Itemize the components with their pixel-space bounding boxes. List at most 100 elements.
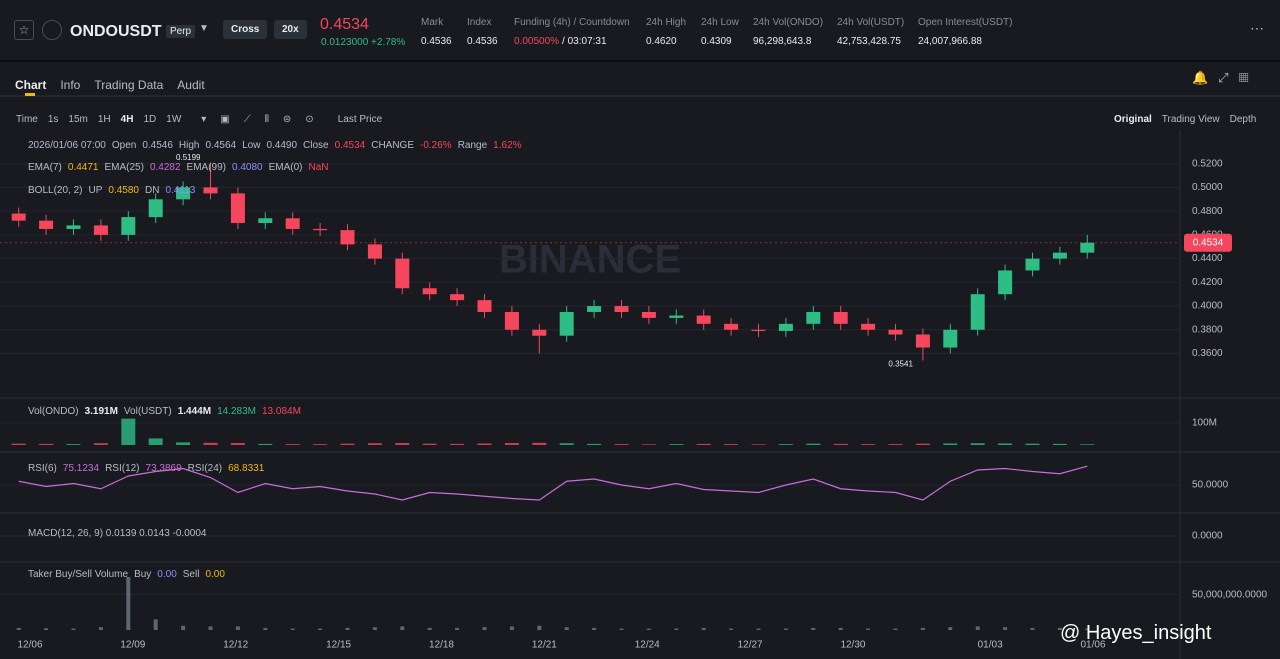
x-tick-label: 12/15 [326,640,351,651]
interval[interactable]: 15m [68,114,88,125]
favorite-star[interactable]: ☆ [14,20,34,40]
candle-body [724,323,739,330]
rsi-legend: RSI(6) 75.1234 RSI(12) 73.3869 RSI(24) 68.833… [28,463,270,474]
view[interactable]: Original [1114,114,1152,125]
volume-bar [203,442,218,445]
coin-icon [42,20,62,40]
rsi-value: 73.3869 [145,463,182,474]
sell-value: 0.00 [205,569,225,580]
taker-bar [866,628,871,630]
boll-legend: BOLL(20, 2) UP 0.4580 DN 0.4113 [28,185,201,196]
rsi-label: RSI(12) [105,463,140,474]
y-tick-label: 0.5000 [1192,182,1223,193]
y-tick-label: 0.3600 [1192,348,1223,359]
candle-body [39,220,54,229]
taker-bar [838,627,843,630]
interval[interactable]: 4H [120,114,134,125]
price-type[interactable]: Last Price [337,114,383,125]
tab[interactable]: Chart [15,78,47,92]
stat-value: 0.4536 [467,36,498,47]
legend-label: Open [111,140,137,151]
taker-bar [400,626,405,630]
tab[interactable]: Info [60,78,81,92]
stat-label: 24h Vol(USDT) [837,17,905,28]
taker-bar [290,628,295,630]
view[interactable]: Trading View [1161,114,1220,125]
taker-bar [235,626,240,630]
candle-body [93,225,108,235]
interval[interactable]: 1H [97,114,111,125]
candle-body [669,315,684,318]
volume-bar [587,443,602,445]
vol-value: 3.191M [84,406,118,417]
x-tick-label: 12/24 [635,640,660,651]
taker-bar [181,625,186,630]
volume-bar [559,443,574,445]
legend-label: CHANGE [371,140,415,151]
tab[interactable]: Audit [177,78,205,92]
candle-body [696,315,711,324]
stat-label: 24h High [646,17,687,28]
volume-bar [778,444,793,445]
symbol[interactable]: ONDOUSDT [70,23,162,40]
candle-body [587,306,602,312]
volume-bar [915,443,930,445]
taker-bar [208,626,213,630]
y-tick-label: 0.0000 [1192,531,1223,542]
dropdown[interactable]: ▼ [199,23,209,34]
margin-mode[interactable]: Cross [223,20,268,39]
ema-value: NaN [308,162,329,173]
chart-tools[interactable]: 🔔⤢▦ [1192,70,1259,85]
candle-body [11,213,26,221]
taker-bar [427,627,432,630]
interval[interactable]: 1s [47,114,59,125]
taker-label: Taker Buy/Sell Volume [28,569,129,580]
volume-bar [669,444,684,445]
rsi-label: RSI(24) [187,463,223,474]
x-tick-label: 12/06 [17,640,42,651]
y-tick-label: 50,000,000.0000 [1192,589,1268,600]
rsi-label: RSI(6) [28,463,57,474]
more-menu[interactable]: ⋯ [1250,20,1264,36]
volume-bar [1080,444,1095,445]
volume-bar [230,443,245,445]
leverage[interactable]: 20x [274,20,307,39]
toolbar: Time 1s 15m 1H 4H 1D 1W ▾▣⟋⫴⊜⊙ Last Price [16,109,392,127]
candle-body [778,323,793,331]
interval[interactable]: 1D [143,114,157,125]
y-tick-label: 0.4800 [1192,206,1223,217]
rsi-value: 75.1234 [62,463,100,474]
taker-bar [701,627,706,630]
volume-bar [833,443,848,445]
legend-value: -0.26% [420,140,452,151]
candle-body [230,193,245,224]
taker-bar [153,619,158,630]
stat-label: 24h Vol(ONDO) [753,17,824,28]
view[interactable]: Depth [1229,114,1257,125]
taker-bar [564,627,569,630]
taker-bar [811,627,816,630]
candle-body [861,323,876,330]
volume-bar [641,444,656,445]
stat-value: 24,007,966.88 [918,36,982,47]
price-change: 0.0123000 +2.78% [321,37,406,48]
volume-bar [1052,443,1067,445]
x-tick-label: 01/03 [978,640,1003,651]
taker-bar [98,627,103,630]
volume-bar [313,444,328,445]
tab[interactable]: Trading Data [94,78,164,92]
y-tick-label: 0.4000 [1192,301,1223,312]
chart-bg [0,62,1280,659]
candle-body [477,300,492,312]
stat-value: 0.4536 [421,36,452,47]
ema-legend: EMA(7) 0.4471 EMA(25) 0.4282 EMA(99) 0.4080 EM… [28,162,335,173]
view-switch: Original Trading View Depth [1114,109,1266,127]
taker-bar [756,628,761,630]
candle-body [559,311,574,336]
x-tick-label: 12/21 [532,640,557,651]
tool-icons[interactable]: ▾▣⟋⫴⊜⊙ [201,114,328,125]
interval[interactable]: 1W [166,114,182,125]
taker-bar [893,628,898,630]
